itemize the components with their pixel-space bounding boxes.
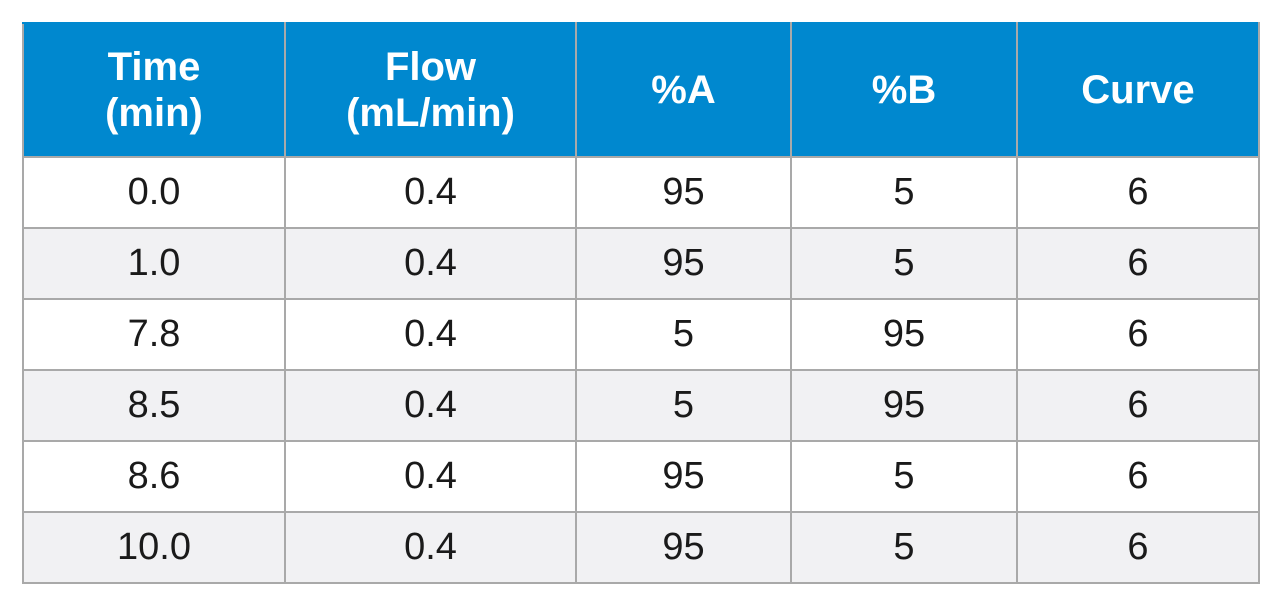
cell-flow: 0.4 (284, 369, 577, 442)
cell-time: 7.8 (22, 298, 286, 371)
gradient-table-container: Time (min) Flow (mL/min) %A %B Curve (22, 22, 1260, 584)
table-row: 1.0 0.4 95 5 6 (22, 227, 1260, 300)
cell-percent-a: 5 (575, 298, 792, 371)
header-percent-a-label: %A (651, 68, 716, 112)
header-curve-label: Curve (1081, 68, 1195, 112)
cell-time: 0.0 (22, 156, 286, 229)
cell-curve: 6 (1016, 511, 1260, 584)
cell-time: 8.6 (22, 440, 286, 513)
header-percent-b-label: %B (871, 68, 937, 112)
cell-percent-a: 95 (575, 227, 792, 300)
table-row: 8.5 0.4 5 95 6 (22, 369, 1260, 442)
cell-flow: 0.4 (284, 440, 577, 513)
table-body: 0.0 0.4 95 5 6 1.0 0.4 95 5 6 7.8 0.4 5 … (22, 156, 1260, 584)
cell-percent-b: 5 (790, 227, 1018, 300)
table-row: 10.0 0.4 95 5 6 (22, 511, 1260, 584)
gradient-table: Time (min) Flow (mL/min) %A %B Curve (22, 22, 1260, 584)
cell-curve: 6 (1016, 298, 1260, 371)
cell-percent-b: 95 (790, 369, 1018, 442)
cell-time: 8.5 (22, 369, 286, 442)
cell-percent-a: 95 (575, 511, 792, 584)
cell-percent-a: 95 (575, 440, 792, 513)
cell-percent-b: 5 (790, 440, 1018, 513)
table-row: 0.0 0.4 95 5 6 (22, 156, 1260, 229)
cell-curve: 6 (1016, 440, 1260, 513)
table-row: 7.8 0.4 5 95 6 (22, 298, 1260, 371)
cell-flow: 0.4 (284, 298, 577, 371)
header-time-line-2: (min) (105, 91, 203, 135)
cell-flow: 0.4 (284, 511, 577, 584)
cell-percent-b: 5 (790, 511, 1018, 584)
header-curve: Curve (1016, 22, 1260, 158)
table-header: Time (min) Flow (mL/min) %A %B Curve (22, 22, 1260, 158)
cell-flow: 0.4 (284, 156, 577, 229)
header-row: Time (min) Flow (mL/min) %A %B Curve (22, 22, 1260, 158)
cell-time: 1.0 (22, 227, 286, 300)
header-flow-line-1: Flow (384, 45, 477, 89)
cell-percent-a: 5 (575, 369, 792, 442)
header-flow: Flow (mL/min) (284, 22, 577, 158)
header-time: Time (min) (22, 22, 286, 158)
cell-time: 10.0 (22, 511, 286, 584)
cell-percent-b: 95 (790, 298, 1018, 371)
cell-curve: 6 (1016, 156, 1260, 229)
table-row: 8.6 0.4 95 5 6 (22, 440, 1260, 513)
cell-curve: 6 (1016, 369, 1260, 442)
header-percent-a: %A (575, 22, 792, 158)
cell-curve: 6 (1016, 227, 1260, 300)
header-flow-line-2: (mL/min) (346, 91, 515, 135)
cell-flow: 0.4 (284, 227, 577, 300)
header-time-line-1: Time (107, 45, 201, 89)
cell-percent-b: 5 (790, 156, 1018, 229)
header-percent-b: %B (790, 22, 1018, 158)
cell-percent-a: 95 (575, 156, 792, 229)
